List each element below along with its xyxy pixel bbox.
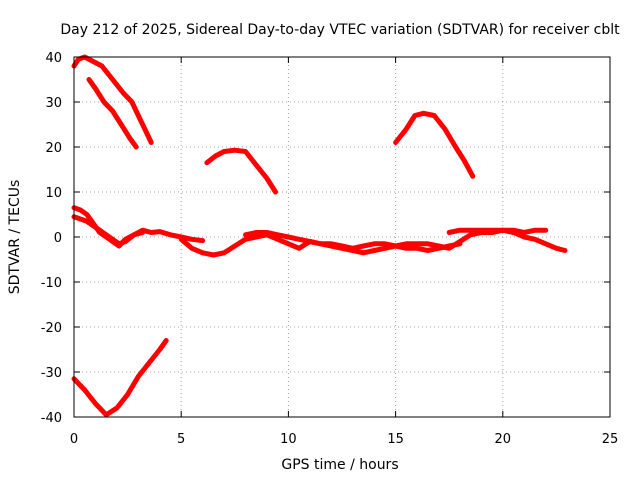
series-line-arc-lower [71, 338, 169, 418]
series-line-baseline-5 [446, 227, 549, 235]
y-tick-label: 40 [45, 51, 62, 66]
x-tick-label: 5 [177, 432, 185, 447]
y-tick-label: 20 [45, 141, 62, 156]
y-tick-label: -20 [41, 321, 62, 336]
y-tick-label: -40 [41, 411, 62, 426]
y-tick-label: -30 [41, 366, 62, 381]
y-tick-label: -10 [41, 276, 62, 291]
x-axis-label: GPS time / hours [281, 457, 398, 473]
x-tick-label: 15 [387, 432, 404, 447]
y-tick-label: 10 [45, 186, 62, 201]
y-tick-label: 0 [54, 231, 62, 246]
grid [74, 57, 610, 417]
series-line-arc-upper-2 [86, 77, 139, 150]
series-line-arc-upper-1 [71, 54, 154, 145]
x-tick-label: 25 [602, 432, 619, 447]
x-tick-label: 10 [280, 432, 297, 447]
x-tick-label: 0 [70, 432, 78, 447]
x-tick-label: 20 [495, 432, 512, 447]
series-line-arc-mid-1 [204, 147, 278, 195]
data-series [71, 54, 568, 418]
y-tick-label: 30 [45, 96, 62, 111]
axis-ticks: 0 5 10 15 20 25 -40 -30 -20 -10 0 10 20 30 40 [41, 51, 619, 447]
y-axis-label: SDTVAR / TECUs [7, 180, 23, 295]
series-line-arc-mid-2 [393, 110, 476, 179]
chart-title: Day 212 of 2025, Sidereal Day-to-day VTE… [60, 22, 620, 38]
series-line-baseline-2 [71, 205, 146, 249]
